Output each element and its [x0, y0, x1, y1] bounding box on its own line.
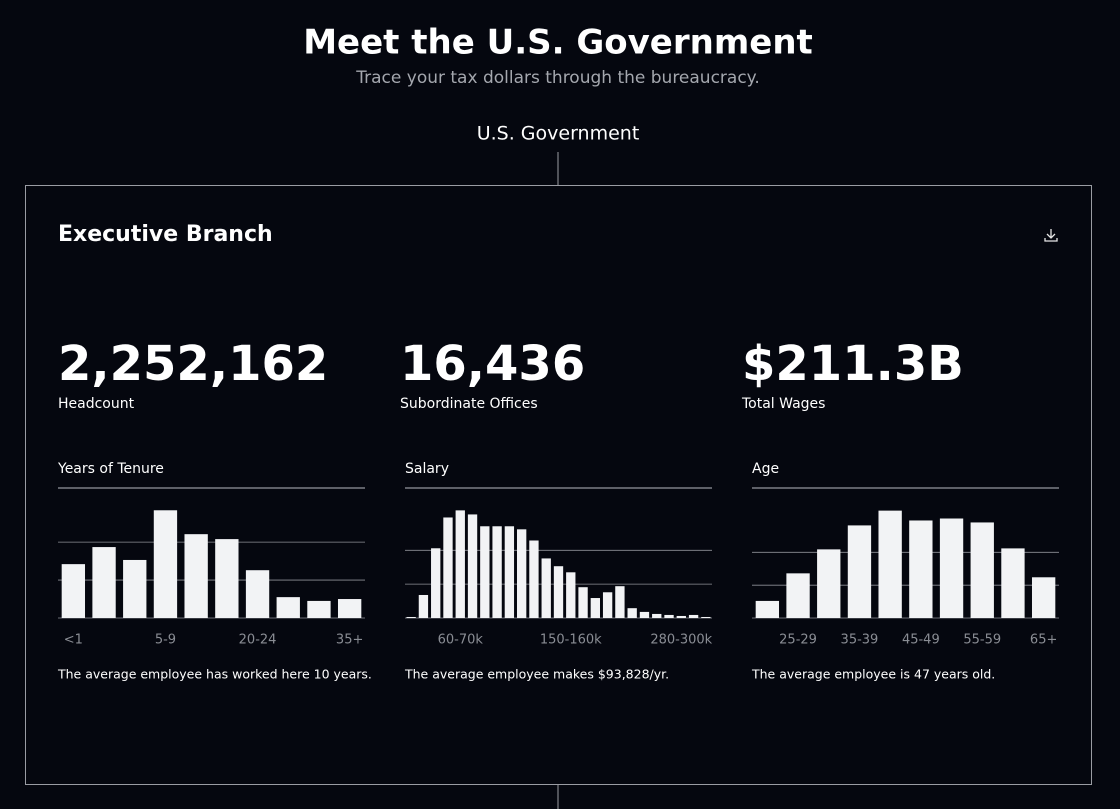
- x-tick-label: 55-59: [963, 633, 1001, 648]
- card-title: Executive Branch: [58, 222, 273, 247]
- x-tick-label: 45-49: [902, 633, 940, 648]
- bar: [578, 587, 588, 618]
- bar: [245, 570, 270, 618]
- bar: [1001, 548, 1025, 618]
- page-title: Meet the U.S. Government: [303, 23, 813, 63]
- bar: [529, 540, 539, 618]
- stat-label: Total Wages: [741, 396, 825, 412]
- x-tick-label: 60-70k: [438, 633, 484, 648]
- bar: [184, 534, 208, 618]
- bar: [701, 616, 711, 618]
- chart-caption: The average employee has worked here 10 …: [57, 667, 372, 682]
- bar: [516, 529, 527, 618]
- root-node[interactable]: U.S. Government: [477, 123, 640, 145]
- bar: [467, 514, 478, 618]
- x-tick-label: 35+: [336, 633, 363, 648]
- x-tick-label: 5-9: [155, 633, 176, 648]
- bar: [909, 520, 933, 618]
- bar: [123, 559, 147, 618]
- download-icon[interactable]: [1044, 229, 1058, 242]
- bar: [1031, 577, 1056, 618]
- bar: [541, 558, 551, 618]
- x-tick-label: 65+: [1030, 633, 1057, 648]
- bar: [970, 522, 994, 618]
- bar: [276, 597, 300, 618]
- bar: [602, 592, 613, 618]
- bar: [504, 526, 515, 618]
- x-tick-label: 280-300k: [650, 633, 712, 648]
- bar: [92, 547, 116, 618]
- x-tick-label: 35-39: [841, 633, 879, 648]
- bar: [652, 613, 662, 618]
- bar: [688, 614, 699, 618]
- x-tick-label: 20-24: [239, 633, 277, 648]
- bar: [61, 564, 86, 618]
- bar: [878, 510, 902, 618]
- bar: [418, 594, 429, 618]
- branch-card: [25, 185, 1092, 785]
- chart-caption: The average employee makes $93,828/yr.: [404, 667, 669, 682]
- bar: [664, 614, 674, 618]
- bar: [492, 526, 502, 618]
- bar: [337, 599, 362, 618]
- bar: [615, 586, 625, 618]
- stat-value: 16,436: [400, 336, 585, 392]
- bar: [817, 549, 841, 618]
- bar: [786, 573, 810, 618]
- bar: [755, 600, 780, 618]
- stat-value: 2,252,162: [58, 336, 328, 392]
- bar: [443, 517, 453, 618]
- bar: [153, 510, 178, 618]
- bar: [639, 611, 650, 618]
- stat-label: Headcount: [58, 396, 135, 412]
- download-button[interactable]: [1044, 229, 1058, 242]
- page-subtitle: Trace your tax dollars through the burea…: [355, 68, 759, 88]
- bar: [676, 615, 686, 618]
- bar: [307, 600, 331, 618]
- stat-value: $211.3B: [742, 336, 964, 392]
- stat-label: Subordinate Offices: [400, 396, 538, 412]
- chart-title: Years of Tenure: [57, 461, 164, 477]
- bar: [939, 518, 964, 618]
- chart-title: Salary: [405, 461, 449, 477]
- bar: [627, 608, 637, 618]
- x-tick-label: 150-160k: [540, 633, 602, 648]
- x-tick-label: <1: [64, 633, 83, 648]
- bar: [590, 598, 601, 618]
- chart-title: Age: [752, 461, 779, 477]
- bar: [566, 572, 576, 618]
- chart-caption: The average employee is 47 years old.: [751, 667, 995, 682]
- bar: [553, 566, 564, 618]
- bar: [431, 548, 441, 618]
- bar: [215, 539, 239, 618]
- bar: [455, 510, 465, 618]
- bar: [480, 526, 490, 618]
- bar: [847, 525, 872, 618]
- x-tick-label: 25-29: [779, 633, 817, 648]
- bar: [406, 616, 416, 618]
